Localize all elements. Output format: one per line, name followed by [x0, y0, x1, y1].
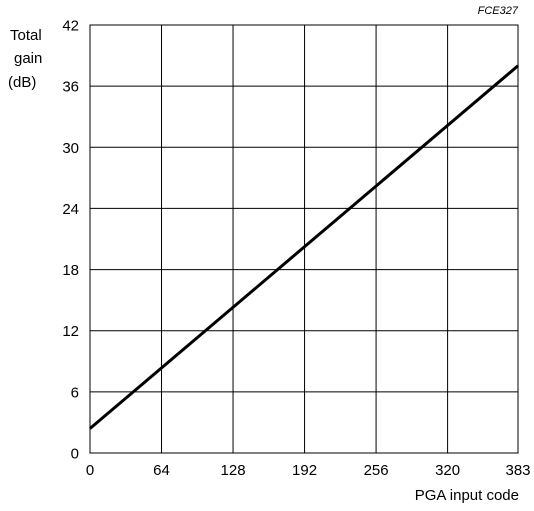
series-layer — [89, 64, 519, 430]
x-axis-ticks: 0 64 128 192 256 320 383 — [86, 462, 531, 479]
x-tick-label: 256 — [364, 462, 389, 479]
x-tick-label: 0 — [86, 462, 94, 479]
y-tick-label: 0 — [71, 446, 79, 463]
y-tick-label: 18 — [62, 262, 79, 279]
grid — [89, 24, 519, 454]
y-axis-title-line-3: (dB) — [8, 74, 36, 91]
x-tick-label: 64 — [153, 462, 170, 479]
x-tick-label: 192 — [292, 462, 317, 479]
y-axis-title-line-1: Total — [10, 27, 42, 44]
x-tick-label: 320 — [435, 462, 460, 479]
figure-code: FCE327 — [478, 5, 519, 17]
x-axis-title: PGA input code — [415, 487, 519, 504]
y-tick-label: 6 — [71, 384, 79, 401]
x-tick-label: 383 — [505, 462, 530, 479]
plot-frame — [89, 24, 519, 454]
y-tick-label: 24 — [62, 201, 79, 218]
y-tick-label: 36 — [62, 79, 79, 96]
y-tick-label: 12 — [62, 323, 79, 340]
x-tick-label: 128 — [221, 462, 246, 479]
gain-series-line — [89, 64, 519, 430]
y-axis-title-line-2: gain — [14, 50, 42, 67]
y-tick-label: 42 — [62, 18, 79, 35]
y-tick-label: 30 — [62, 140, 79, 157]
y-axis-ticks: 0 6 12 18 24 30 36 42 — [62, 18, 79, 463]
